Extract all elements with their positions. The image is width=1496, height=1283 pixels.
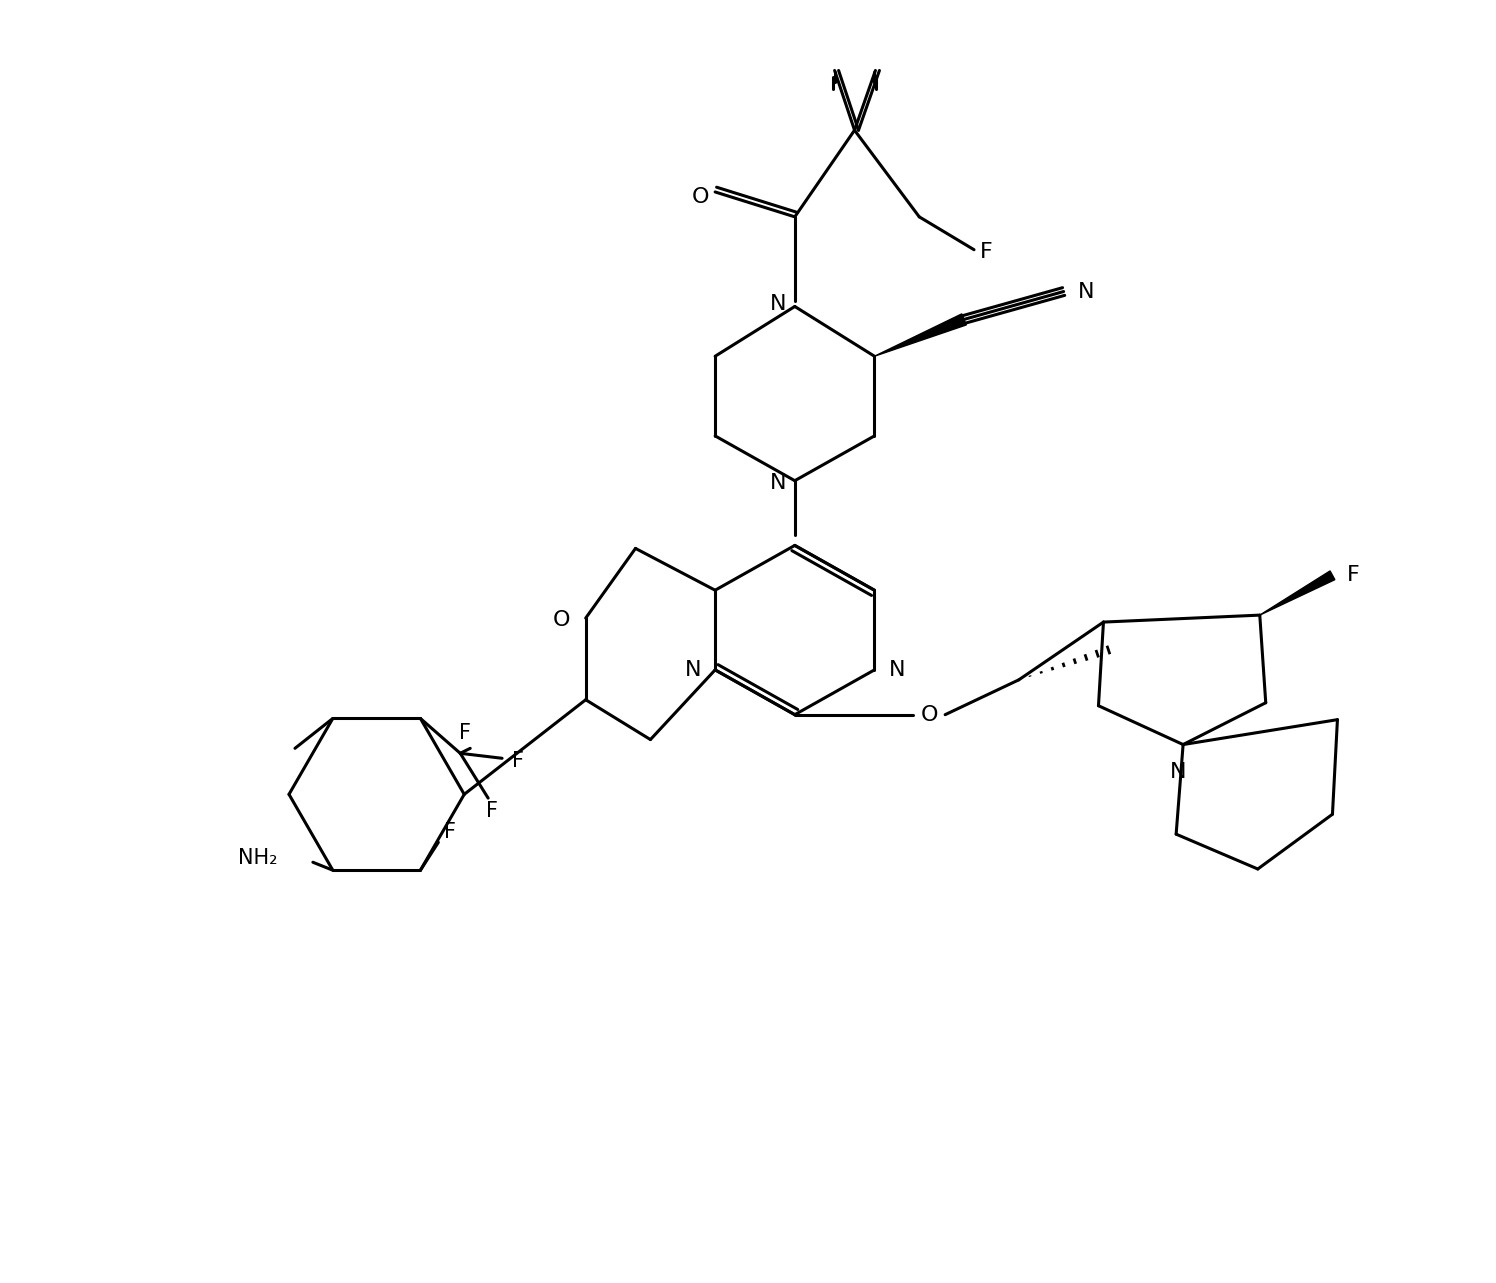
Text: F: F	[980, 241, 992, 262]
Text: N: N	[770, 472, 787, 493]
Text: O: O	[691, 187, 709, 207]
Text: N: N	[1077, 281, 1094, 302]
Text: O: O	[552, 611, 570, 630]
Text: O: O	[920, 704, 938, 725]
Text: F: F	[486, 801, 498, 821]
Text: N: N	[685, 659, 702, 680]
Text: F: F	[1346, 566, 1360, 585]
Polygon shape	[1260, 571, 1334, 615]
Text: N: N	[770, 295, 787, 314]
Text: F: F	[444, 822, 456, 843]
Text: F: F	[459, 724, 471, 743]
Text: NH₂: NH₂	[238, 848, 278, 869]
Polygon shape	[875, 314, 966, 357]
Text: F: F	[512, 752, 524, 771]
Text: N: N	[889, 659, 905, 680]
Text: N: N	[1170, 762, 1186, 783]
